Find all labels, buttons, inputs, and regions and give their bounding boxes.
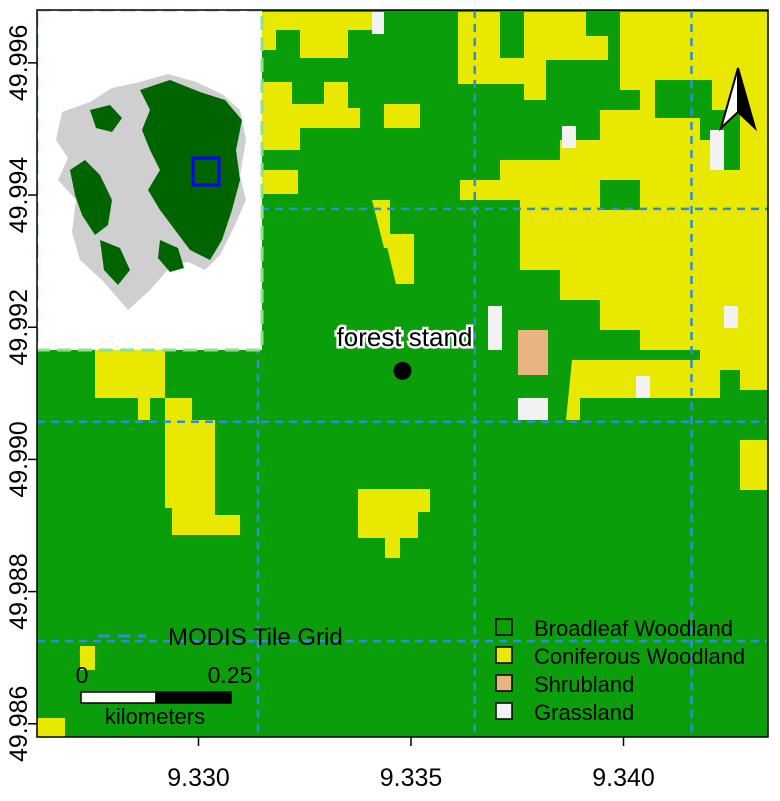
map-area xyxy=(37,10,768,737)
north-arrow-icon xyxy=(719,67,757,132)
coniferous-patch xyxy=(37,718,65,737)
grassland-cells xyxy=(372,12,738,420)
legend-label: Coniferous Woodland xyxy=(534,644,745,669)
inset-map xyxy=(37,10,264,352)
coniferous-patch xyxy=(262,12,372,58)
legend-label: Shrubland xyxy=(534,672,634,697)
coniferous-patch xyxy=(740,440,768,490)
legend: Broadleaf Woodland Coniferous Woodland Shr… xyxy=(495,616,745,725)
scale-end-label: 0.25 xyxy=(208,662,253,688)
coniferous-patch xyxy=(384,234,414,284)
y-tick-label: 49.992 xyxy=(5,289,33,365)
coniferous-patch xyxy=(80,646,95,670)
inset-region xyxy=(70,160,112,235)
scale-unit-label: kilometers xyxy=(105,704,205,729)
scale-bar: 0 0.25 kilometers xyxy=(76,662,253,729)
y-tick-label: 49.986 xyxy=(5,686,33,762)
y-axis: 49.986 49.988 49.990 49.992 49.994 49.996 xyxy=(5,25,37,762)
grassland-cell xyxy=(518,398,548,420)
inset-region xyxy=(140,80,242,260)
x-tick-label: 9.335 xyxy=(380,764,443,792)
legend-swatch xyxy=(495,674,513,692)
coniferous-patch xyxy=(384,104,420,128)
y-tick-label: 49.988 xyxy=(5,553,33,629)
coniferous-patch xyxy=(165,398,240,535)
y-tick-label: 49.996 xyxy=(5,25,33,101)
grassland-cell xyxy=(636,376,650,398)
broadleaf-fragment xyxy=(655,80,712,118)
coniferous-patch xyxy=(586,250,630,274)
coniferous-patch xyxy=(95,350,165,420)
grassland-cell xyxy=(710,130,724,170)
coniferous-patch xyxy=(262,82,360,150)
broadleaf-fragment xyxy=(600,180,640,210)
legend-swatch xyxy=(495,618,513,636)
coniferous-patch xyxy=(524,12,608,100)
grassland-cell xyxy=(488,306,502,350)
shrubland-cell xyxy=(518,330,548,375)
inset-region xyxy=(158,240,184,272)
broadleaf-fragments xyxy=(600,80,740,210)
scale-white-segment xyxy=(80,691,157,704)
y-tick-label: 49.994 xyxy=(5,157,33,234)
scale-black-segment xyxy=(155,691,232,704)
grassland-cell xyxy=(372,12,384,34)
legend-label: Grassland xyxy=(534,700,634,725)
x-tick-label: 9.330 xyxy=(167,764,230,792)
y-tick-label: 49.990 xyxy=(5,421,33,497)
modis-tile-grid xyxy=(37,10,768,737)
legend-label: Broadleaf Woodland xyxy=(534,616,733,641)
modis-legend-label: MODIS Tile Grid xyxy=(168,624,343,651)
forest-stand-marker: forest stand xyxy=(334,319,475,380)
legend-swatch xyxy=(495,702,513,720)
inset-region xyxy=(90,105,122,132)
inset-region xyxy=(100,240,130,285)
forest-stand-label: forest stand xyxy=(337,322,473,352)
scale-start-label: 0 xyxy=(76,662,89,688)
x-tick-label: 9.340 xyxy=(592,764,655,792)
legend-swatch xyxy=(495,646,513,664)
plot-border xyxy=(36,9,769,738)
coniferous-patch xyxy=(262,170,298,194)
forest-stand-point xyxy=(393,361,412,380)
x-axis: 9.330 9.335 9.340 xyxy=(167,737,655,792)
inset-location-box xyxy=(191,156,221,187)
grassland-cell xyxy=(724,306,738,328)
coniferous-patch xyxy=(358,489,430,558)
modis-legend: MODIS Tile Grid xyxy=(98,624,343,651)
grassland-cell xyxy=(562,126,576,148)
